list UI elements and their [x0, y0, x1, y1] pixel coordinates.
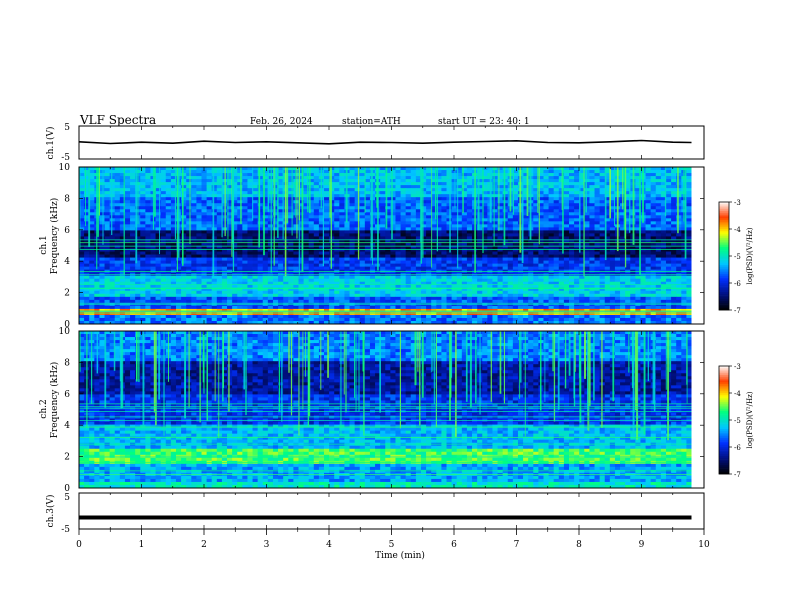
x-tick-label: 6	[451, 540, 457, 550]
colorbar-tick-label: -3	[734, 199, 741, 207]
x-tick-label: 8	[576, 540, 582, 550]
y-tick-label: 2	[64, 289, 70, 299]
x-tick-label: 1	[139, 540, 145, 550]
colorbar-tick-label: -6	[734, 444, 741, 452]
ch1-ytick-bottom: -5	[61, 153, 70, 163]
y-tick-label: 2	[64, 453, 70, 463]
ch2-colorbar-label: log(PSD)(V²/Hz)	[746, 391, 754, 448]
ch2-ylabel-line1: ch.2	[39, 399, 49, 418]
y-tick-label: 8	[64, 194, 70, 204]
ch1-colorbar-label: log(PSD)(V²/Hz)	[746, 227, 754, 284]
y-tick-label: 4	[64, 257, 70, 267]
x-tick-label: 7	[514, 540, 520, 550]
date-label: Feb. 26, 2024	[250, 117, 313, 127]
x-tick-label: 0	[76, 540, 82, 550]
colorbar-tick-label: -6	[734, 280, 741, 288]
colorbar-tick-label: -3	[734, 363, 741, 371]
y-tick-label: 6	[64, 226, 70, 236]
ch2-ylabel-line2: Frequency (kHz)	[49, 362, 60, 439]
y-tick-label: 10	[59, 327, 71, 337]
ch1-ylabel-line2: Frequency (kHz)	[49, 198, 60, 275]
ch1-waveform-panel: 5 -5 ch.1(V)	[45, 123, 705, 163]
ch1-ytick-top: 5	[64, 123, 70, 133]
ch3-ytick-top: 5	[64, 493, 70, 503]
ch1-colorbar: -3 -4 -5 -6 -7 log(PSD)(V²/Hz)	[718, 199, 754, 315]
chart-title: VLF Spectra	[79, 113, 156, 127]
ch3-ylabel: ch.3(V)	[45, 495, 56, 528]
ch3-ytick-bottom: -5	[61, 525, 70, 535]
x-tick-label: 5	[389, 540, 395, 550]
ch1-ylabel: ch.1(V)	[45, 127, 56, 160]
waveform-line	[78, 139, 692, 145]
y-tick-label: 0	[64, 320, 70, 330]
x-axis: 0 1 2 3 4 5 6 7 8 9 10	[76, 529, 710, 550]
ch2-colorbar: -3 -4 -5 -6 -7 log(PSD)(V²/Hz)	[718, 363, 754, 479]
ch3-waveform-panel: 5 -5 ch.3(V)	[45, 492, 705, 535]
y-tick-label: 4	[64, 421, 70, 431]
x-tick-label: 3	[264, 540, 270, 550]
y-tick-label: 10	[59, 163, 71, 173]
ch2-spectrogram-panel: 0 2 4 6 8 10 ch.2 Frequency (kHz)	[39, 327, 705, 494]
y-tick-label: 6	[64, 390, 70, 400]
colorbar-tick-label: -5	[734, 417, 741, 425]
x-axis-label: Time (min)	[375, 550, 425, 561]
x-tick-label: 9	[639, 540, 645, 550]
ch2-spectrogram-heatmap	[78, 331, 705, 489]
colorbar-tick-label: -4	[734, 226, 741, 234]
colorbar-tick-label: -4	[734, 390, 741, 398]
colorbar-tick-label: -5	[734, 253, 741, 261]
ch1-ylabel-line1: ch.1	[39, 235, 49, 254]
x-tick-label: 2	[201, 540, 207, 550]
x-tick-label: 10	[698, 540, 710, 550]
x-tick-label: 4	[326, 540, 332, 550]
y-tick-label: 8	[64, 358, 70, 368]
colorbar-tick-label: -7	[734, 307, 741, 315]
ch1-spectrogram-panel: 0 2 4 6 8 10 ch.1 Frequency (kHz)	[39, 163, 705, 330]
ch3-waveform-series	[78, 493, 705, 529]
colorbar-tick-label: -7	[734, 471, 741, 479]
ch1-waveform-series	[78, 126, 705, 159]
ch1-spectrogram-heatmap	[78, 167, 705, 325]
y-tick-label: 0	[64, 484, 70, 494]
station-label: station=ATH	[342, 117, 401, 127]
start-time-label: start UT = 23: 40: 1	[438, 117, 530, 127]
